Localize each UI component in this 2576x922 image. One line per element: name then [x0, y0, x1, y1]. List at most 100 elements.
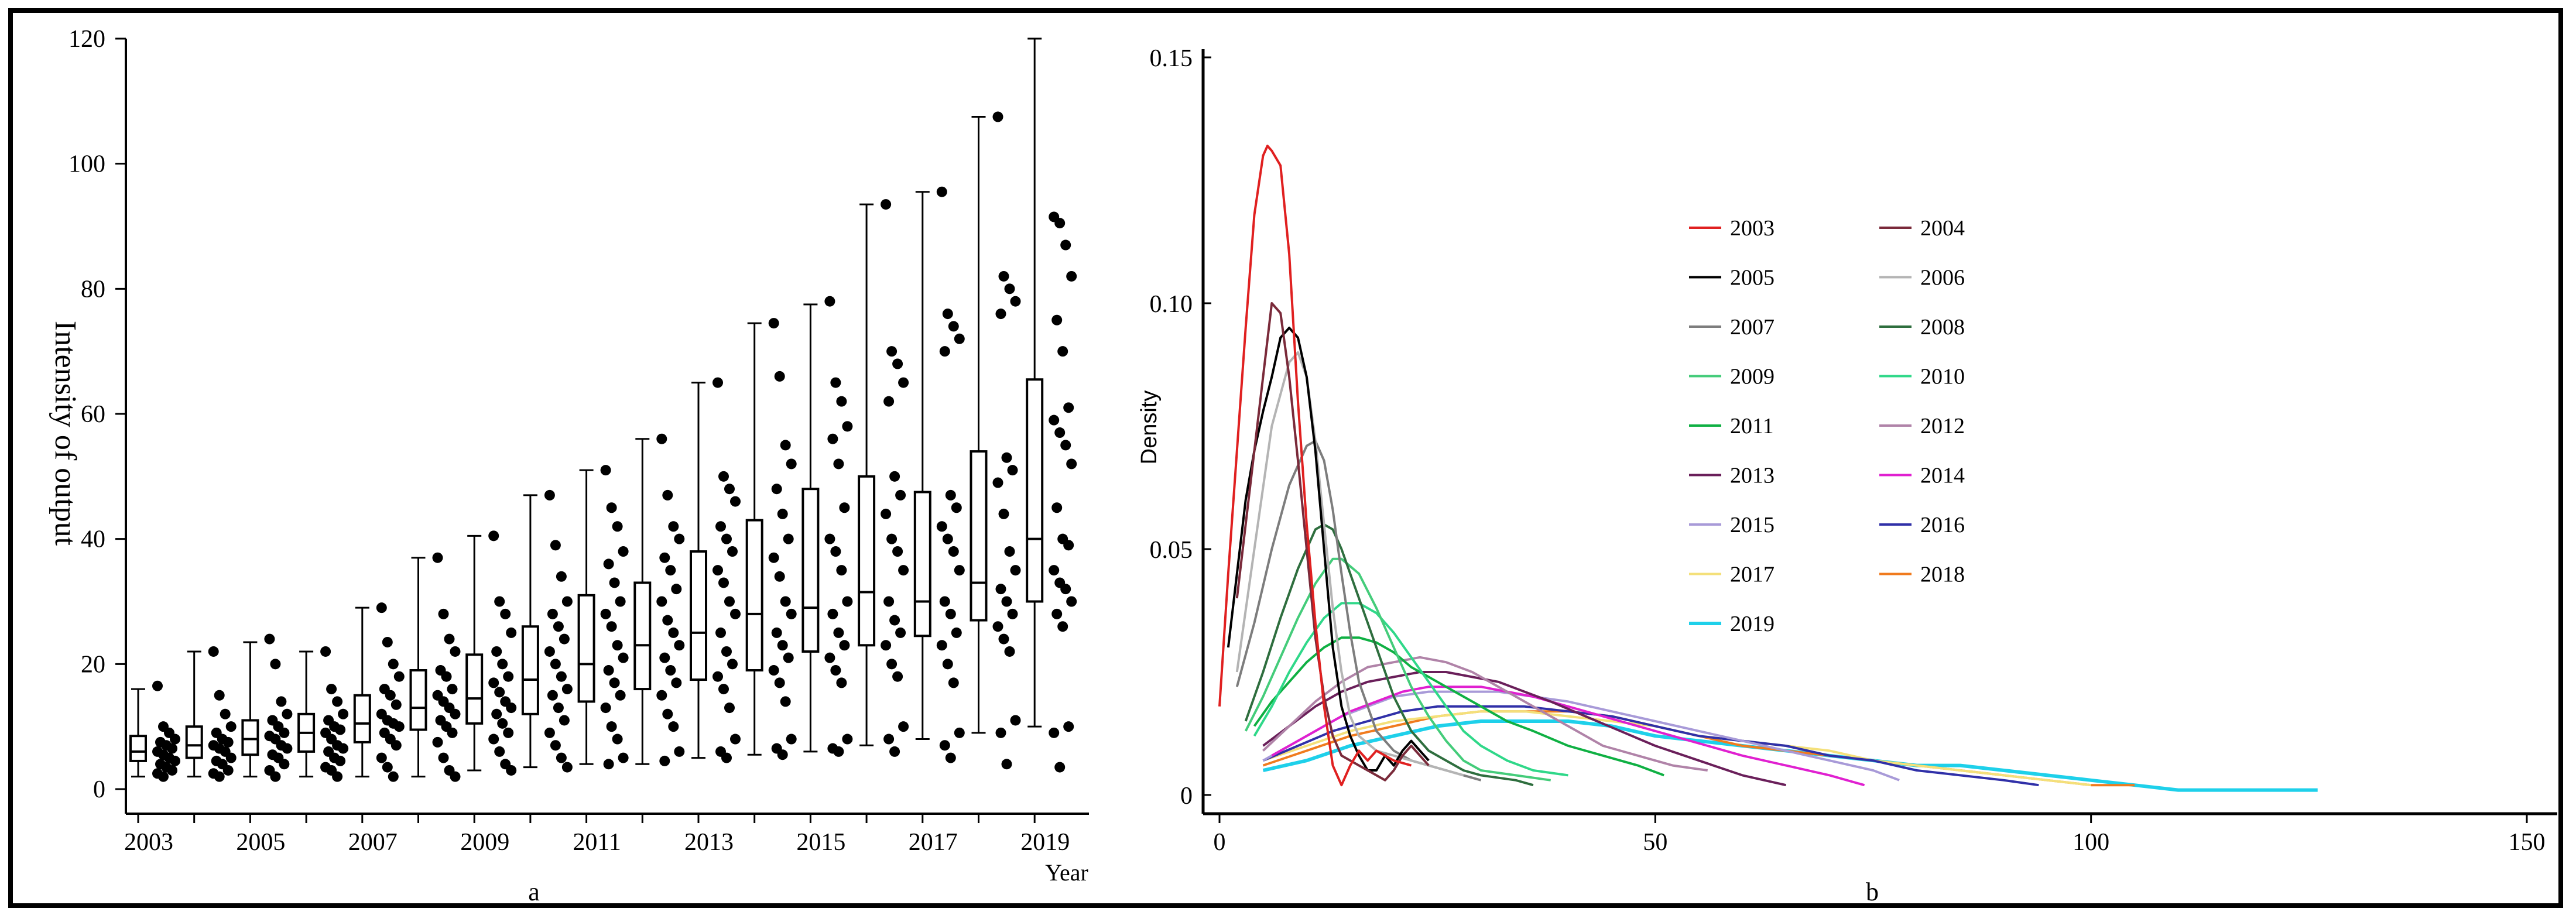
data-point [777, 640, 788, 651]
density-y-tick-label: 0.15 [1150, 45, 1193, 72]
data-point [491, 646, 502, 657]
data-point [836, 396, 847, 407]
data-point [842, 421, 853, 432]
data-point [995, 309, 1006, 320]
data-point [1060, 440, 1071, 451]
legend-item-2006: 2006 [1879, 266, 1965, 290]
box-plot-ylabel: Intensity of output [49, 321, 82, 546]
box-plot-x-tick-label: 2019 [1020, 829, 1070, 856]
box-plot-panel: 0 20 40 60 80 100 120 2003 2005 2007 2009 2011 2013 2… [49, 26, 1089, 906]
data-point [827, 433, 838, 444]
data-point [488, 530, 499, 541]
box-plot-tick-labels: 0 20 40 60 80 100 120 2003 2005 2007 2009 2011 2013 2… [68, 26, 1070, 856]
density-line-2017 [1262, 710, 2091, 787]
data-point [1066, 270, 1077, 282]
data-point [995, 584, 1006, 595]
points-2017 [936, 186, 965, 763]
data-point [992, 111, 1003, 122]
data-point [441, 671, 452, 682]
data-point [388, 659, 399, 670]
legend-item-2004: 2004 [1879, 216, 1965, 241]
data-point [494, 746, 505, 757]
data-point [444, 633, 455, 645]
data-point [615, 596, 626, 607]
data-point [612, 734, 623, 745]
legend-label: 2006 [1920, 266, 1965, 290]
box-2007 [353, 606, 371, 778]
data-point [447, 727, 458, 738]
box-plot-xlabel: Year [1045, 859, 1088, 886]
box-plot-axes [115, 37, 1089, 823]
data-point [774, 677, 785, 688]
data-point [730, 496, 741, 507]
box-iqr [577, 594, 595, 703]
data-point [1057, 346, 1068, 357]
data-point [936, 186, 947, 197]
data-point [382, 636, 393, 647]
data-point [609, 577, 620, 588]
legend-item-2008: 2008 [1879, 315, 1965, 340]
data-point [886, 659, 898, 670]
box-iqr [353, 694, 371, 743]
box-iqr [185, 725, 203, 759]
data-point [282, 743, 293, 754]
data-point [671, 677, 682, 688]
data-point [898, 377, 909, 388]
box-iqr [801, 488, 820, 653]
data-point [1054, 427, 1066, 438]
data-point [559, 715, 570, 726]
data-point [780, 696, 791, 707]
density-line-2010 [1253, 602, 1568, 777]
data-point [390, 699, 402, 710]
data-point [833, 746, 844, 757]
data-point [497, 659, 508, 670]
data-point [662, 489, 673, 501]
data-point [889, 615, 900, 626]
data-point [656, 433, 667, 444]
box-2019 [1026, 37, 1044, 728]
data-point [385, 690, 396, 701]
points-2013 [712, 377, 741, 763]
legend-item-2007: 2007 [1689, 315, 1775, 340]
density-legend: 2003 2004 2005 2006 2007 2008 2009 2010 2011 2012… [1689, 216, 1965, 636]
data-point [954, 565, 965, 576]
data-point [152, 680, 163, 691]
data-point [998, 633, 1009, 645]
data-point [881, 508, 892, 519]
data-point [889, 746, 900, 757]
box-plot-x-tick-label: 2009 [460, 829, 509, 856]
points-2009 [488, 530, 517, 776]
density-y-tick-label: 0.10 [1150, 291, 1193, 318]
data-point [898, 565, 909, 576]
data-point [388, 771, 399, 782]
box-plot-y-tick-label: 80 [81, 276, 105, 303]
data-point [547, 608, 558, 619]
density-y-tick-label: 0.05 [1150, 537, 1193, 564]
box-2004 [185, 650, 203, 778]
legend-item-2017: 2017 [1689, 563, 1775, 587]
data-point [282, 708, 293, 719]
box-2015 [801, 303, 820, 753]
points-2006 [320, 646, 349, 782]
density-y-tick-label: 0 [1180, 783, 1193, 810]
points-2005 [264, 633, 293, 782]
data-point [889, 471, 900, 482]
box-plot-y-tick-label: 20 [81, 651, 105, 678]
data-point [881, 640, 892, 651]
data-point [786, 458, 797, 469]
box-plot-y-tick-label: 40 [81, 526, 105, 553]
density-line-2009 [1244, 557, 1551, 782]
data-point [668, 627, 679, 638]
data-point [768, 552, 779, 563]
data-point [883, 396, 895, 407]
data-point [276, 696, 287, 707]
density-line-2004 [1235, 302, 1430, 782]
data-point [1060, 239, 1071, 251]
density-line-2011 [1253, 636, 1664, 777]
data-point [786, 608, 797, 619]
density-line-2006 [1235, 351, 1464, 777]
data-point [494, 596, 505, 607]
points-2003 [152, 680, 180, 782]
data-point [603, 558, 614, 570]
data-point [1049, 727, 1060, 738]
